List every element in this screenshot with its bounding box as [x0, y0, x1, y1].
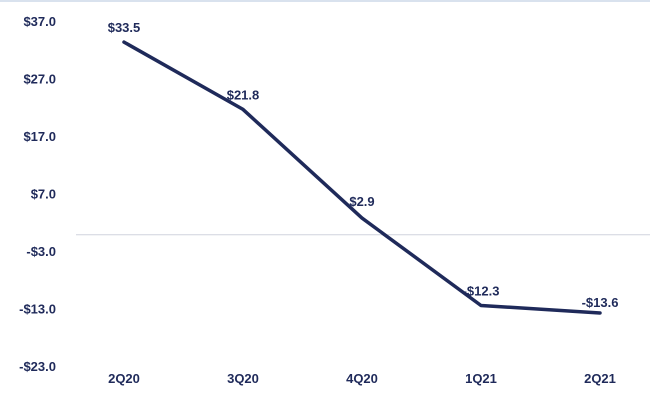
- y-tick-label: $27.0: [23, 72, 56, 87]
- x-tick-label: 2Q21: [584, 371, 616, 386]
- data-point: [479, 303, 483, 307]
- y-tick-label: $7.0: [31, 187, 56, 202]
- y-tick-label: -$23.0: [19, 359, 56, 374]
- data-point: [122, 40, 126, 44]
- data-label: -$12.3: [463, 283, 500, 298]
- x-axis: 2Q20 3Q20 4Q20 1Q21 2Q21: [108, 371, 616, 386]
- y-axis: $37.0 $27.0 $17.0 $7.0 -$3.0 -$13.0 -$23.0: [19, 14, 56, 374]
- data-label: $33.5: [108, 20, 141, 35]
- y-tick-label: $37.0: [23, 14, 56, 29]
- data-label: $21.8: [227, 87, 260, 102]
- data-point: [241, 107, 245, 111]
- x-tick-label: 4Q20: [346, 371, 378, 386]
- series-line: [122, 40, 602, 315]
- data-point: [598, 311, 602, 315]
- y-tick-label: $17.0: [23, 129, 56, 144]
- y-tick-label: -$3.0: [26, 244, 56, 259]
- data-labels: $33.5 $21.8 $2.9 -$12.3 -$13.6: [108, 20, 619, 315]
- x-tick-label: 1Q21: [465, 371, 497, 386]
- y-tick-label: -$13.0: [19, 302, 56, 317]
- x-tick-label: 2Q20: [108, 371, 140, 386]
- x-tick-label: 3Q20: [227, 371, 259, 386]
- data-label: $2.9: [349, 194, 374, 209]
- data-label: -$13.6: [582, 295, 619, 310]
- data-point: [360, 216, 364, 220]
